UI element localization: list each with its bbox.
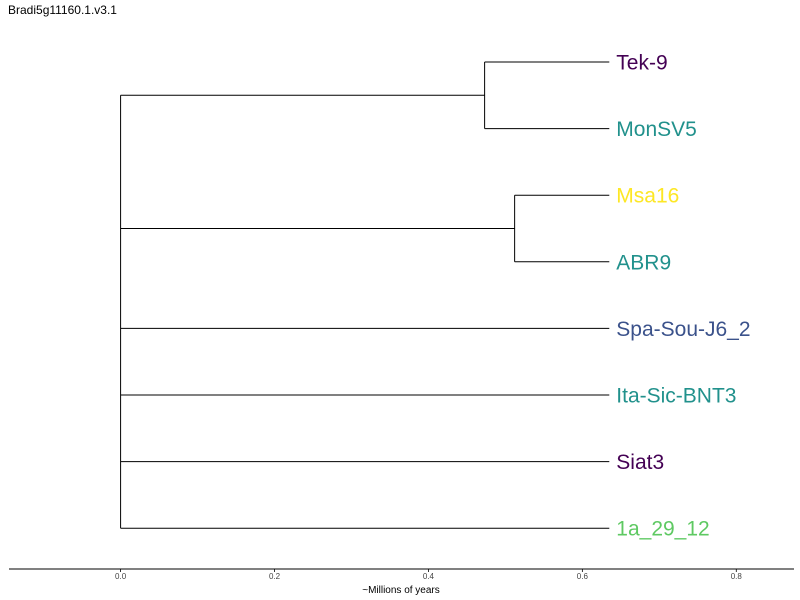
x-tick-label: 0.0 xyxy=(115,572,127,581)
x-tick-label: 0.6 xyxy=(577,572,589,581)
x-tick-label: 0.8 xyxy=(731,572,743,581)
leaf-label: ABR9 xyxy=(616,251,671,274)
leaf-label: 1a_29_12 xyxy=(616,518,709,541)
x-tick-label: 0.2 xyxy=(269,572,281,581)
leaf-labels: Tek-9 MonSV5 Msa16 ABR9 Spa-Sou-J6_2 Ita-Sic-… xyxy=(616,52,750,541)
leaf-label: Siat3 xyxy=(616,451,664,474)
leaf-label: Msa16 xyxy=(616,185,679,208)
x-axis-ticks: 0.0 0.2 0.4 0.6 0.8 xyxy=(115,569,742,581)
leaf-label: MonSV5 xyxy=(616,118,697,141)
page-title: Bradi5g11160.1.v3.1 xyxy=(8,3,117,17)
leaf-label: Spa-Sou-J6_2 xyxy=(616,318,750,341)
tree-branches xyxy=(120,61,610,529)
x-axis-title: ~Millions of years xyxy=(362,585,440,596)
leaf-label: Tek-9 xyxy=(616,52,667,75)
x-axis: 0.0 0.2 0.4 0.6 0.8 ~Millions of years xyxy=(9,568,794,596)
leaf-label: Ita-Sic-BNT3 xyxy=(616,385,736,408)
x-tick-label: 0.4 xyxy=(423,572,435,581)
